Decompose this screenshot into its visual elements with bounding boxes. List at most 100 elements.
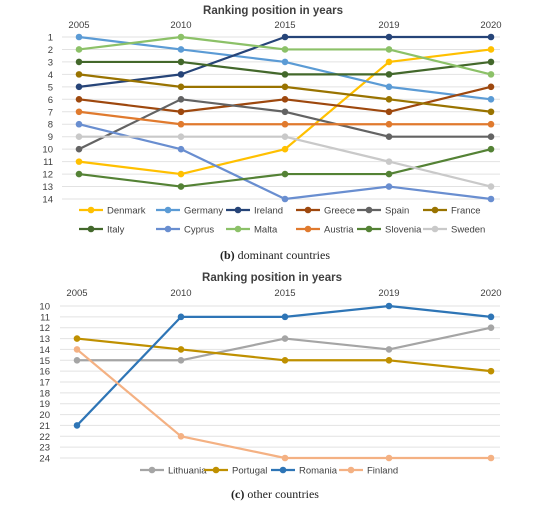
data-point-denmark xyxy=(385,58,393,66)
series-line-portugal xyxy=(76,337,492,373)
data-point-lithuania xyxy=(73,356,81,364)
data-point-lithuania xyxy=(385,346,393,353)
legend-marker xyxy=(87,225,95,233)
data-point-italy xyxy=(75,58,83,66)
chart-dominant-countries: Ranking position in years 2005 2010 2015 20… xyxy=(42,5,501,236)
data-point-france xyxy=(281,83,289,91)
data-point-slovenia xyxy=(75,170,83,178)
data-point-germany xyxy=(177,46,185,53)
series-line-romania xyxy=(76,304,492,427)
data-point-greece xyxy=(385,108,393,116)
data-point-portugal xyxy=(177,346,185,353)
caption-text: dominant countries xyxy=(237,248,330,262)
y-tick-label: 13 xyxy=(42,182,53,193)
legend-label: Sweden xyxy=(451,225,485,236)
data-point-malta xyxy=(385,46,393,53)
data-point-finland xyxy=(177,432,185,440)
x-tick-label: 2020 xyxy=(480,288,501,299)
x-tick-label: 2019 xyxy=(378,20,399,31)
data-point-ireland xyxy=(75,83,83,91)
data-point-italy xyxy=(487,58,495,66)
data-point-italy xyxy=(177,58,185,66)
data-point-slovenia xyxy=(385,170,393,178)
data-point-sweden xyxy=(281,133,289,140)
y-tick-label: 16 xyxy=(39,367,50,378)
x-tick-label: 2015 xyxy=(274,288,295,299)
legend-item-lithuania: Lithuania xyxy=(140,466,207,477)
data-point-cyprus xyxy=(75,120,83,128)
data-point-ireland xyxy=(487,33,495,41)
data-point-sweden xyxy=(75,133,83,140)
data-point-ireland xyxy=(177,71,185,78)
legend-marker xyxy=(304,225,312,233)
data-point-france xyxy=(177,83,185,91)
x-tick-label: 2005 xyxy=(66,288,87,299)
data-point-romania xyxy=(487,313,495,321)
legend-marker xyxy=(234,206,242,214)
data-point-romania xyxy=(281,313,289,321)
y-tick-label: 20 xyxy=(39,410,50,421)
legend-item-portugal: Portugal xyxy=(204,466,267,477)
legend-marker xyxy=(148,466,156,474)
data-point-austria xyxy=(177,120,185,128)
y-tick-label: 15 xyxy=(39,356,50,367)
data-point-france xyxy=(75,71,83,78)
legend-label: France xyxy=(451,206,481,217)
x-tick-label: 2010 xyxy=(170,288,191,299)
legend-item-denmark: Denmark xyxy=(79,206,146,217)
legend-label: Lithuania xyxy=(168,466,207,477)
legend-label: Ireland xyxy=(254,206,283,217)
data-point-cyprus xyxy=(281,195,289,203)
legend-item-germany: Germany xyxy=(156,206,223,217)
y-tick-label: 13 xyxy=(39,334,50,345)
data-point-sweden xyxy=(487,183,495,190)
data-point-italy xyxy=(385,71,393,78)
chart-title: Ranking position in years xyxy=(203,5,343,17)
data-point-denmark xyxy=(281,145,289,153)
data-point-greece xyxy=(75,96,83,103)
data-point-italy xyxy=(281,71,289,78)
data-point-denmark xyxy=(177,170,185,178)
data-point-cyprus xyxy=(385,183,393,190)
data-point-spain xyxy=(385,133,393,140)
data-point-france xyxy=(487,108,495,116)
data-point-sweden xyxy=(177,133,185,140)
legend-label: Portugal xyxy=(232,466,267,477)
caption-label: (b) xyxy=(220,248,235,262)
chart-title: Ranking position in years xyxy=(202,272,342,284)
data-point-malta xyxy=(281,46,289,53)
legend-label: Germany xyxy=(184,206,223,217)
data-point-denmark xyxy=(487,46,495,53)
y-tick-label: 12 xyxy=(42,170,53,181)
y-tick-label: 14 xyxy=(42,195,53,206)
legend-label: Finland xyxy=(367,466,398,477)
data-point-lithuania xyxy=(177,356,185,364)
legend-label: Italy xyxy=(107,225,125,236)
y-tick-label: 2 xyxy=(48,45,53,56)
legend-marker xyxy=(234,225,242,233)
y-tick-label: 12 xyxy=(39,323,50,334)
data-point-malta xyxy=(177,33,185,41)
legend-label: Spain xyxy=(385,206,409,217)
data-point-denmark xyxy=(75,158,83,165)
data-point-romania xyxy=(385,302,393,310)
data-point-lithuania xyxy=(487,324,495,332)
y-tick-label: 22 xyxy=(39,432,50,443)
data-point-cyprus xyxy=(177,145,185,153)
legend-marker xyxy=(365,225,373,233)
data-point-austria xyxy=(487,120,495,128)
y-tick-label: 7 xyxy=(48,107,53,118)
legend-marker xyxy=(164,225,172,233)
y-tick-label: 11 xyxy=(40,312,50,323)
data-point-france xyxy=(385,96,393,103)
legend-item-spain: Spain xyxy=(357,206,409,217)
y-tick-label: 10 xyxy=(39,302,50,313)
series-line-slovenia xyxy=(78,148,492,188)
legend-marker xyxy=(87,206,95,214)
x-tick-label: 2019 xyxy=(378,288,399,299)
legend-item-malta: Malta xyxy=(226,225,278,236)
legend-marker xyxy=(304,206,312,214)
data-point-germany xyxy=(487,96,495,103)
legend-label: Romania xyxy=(299,466,338,477)
legend-marker xyxy=(279,466,287,474)
